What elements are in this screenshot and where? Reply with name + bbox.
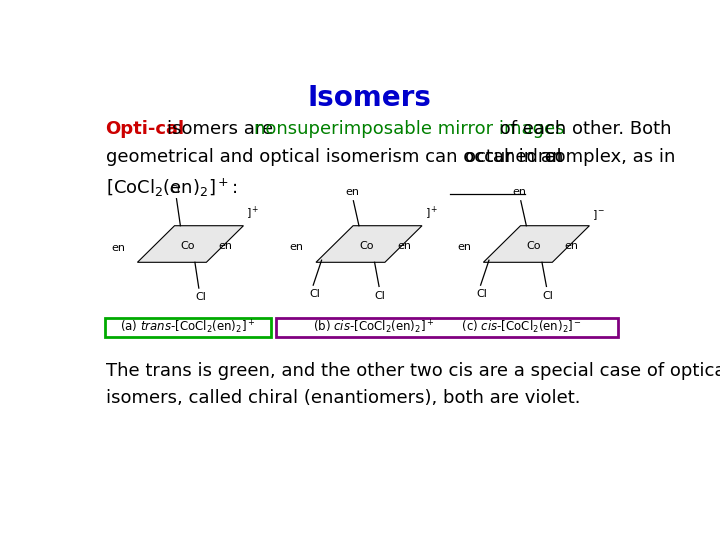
FancyBboxPatch shape [276,319,618,337]
Text: en: en [289,241,304,252]
Text: en: en [397,241,411,251]
Text: Opti-cal: Opti-cal [106,120,185,138]
Text: en: en [513,187,526,198]
Text: en: en [346,187,359,198]
Text: Co: Co [359,241,374,251]
Text: en: en [457,241,471,252]
Text: ]$^-$: ]$^-$ [593,208,606,221]
Polygon shape [316,226,422,262]
Text: en: en [564,241,579,251]
Text: Cl: Cl [195,292,206,302]
Text: Cl: Cl [309,289,320,299]
Text: complex, as in: complex, as in [539,148,676,166]
Text: of each other. Both: of each other. Both [495,120,672,138]
Text: Cl: Cl [169,185,180,194]
Text: Co: Co [181,241,195,251]
Text: isomers, called chiral (enantiomers), both are violet.: isomers, called chiral (enantiomers), bo… [106,389,580,407]
Text: Isomers: Isomers [307,84,431,112]
FancyBboxPatch shape [104,319,271,337]
Text: The trans is green, and the other two cis are a special case of optical: The trans is green, and the other two ci… [106,362,720,380]
Text: ]$^+$: ]$^+$ [425,205,438,221]
Text: (b) $\it{cis}$-[CoCl$_2$(en)$_2$]$^+$       (c) $\it{cis}$-[CoCl$_2$(en)$_2$]$^-: (b) $\it{cis}$-[CoCl$_2$(en)$_2$]$^+$ (c… [312,319,582,336]
Polygon shape [483,226,590,262]
Text: isomers are: isomers are [167,120,279,138]
Text: octahedral: octahedral [464,148,561,166]
Text: (a) $\it{trans}$-[CoCl$_2$(en)$_2$]$^+$: (a) $\it{trans}$-[CoCl$_2$(en)$_2$]$^+$ [120,319,256,336]
Text: Cl: Cl [476,289,487,299]
Text: nonsuperimposable mirror images: nonsuperimposable mirror images [253,120,564,138]
Text: [CoCl$_2$(en)$_2$]$^+$:: [CoCl$_2$(en)$_2$]$^+$: [106,176,237,199]
Text: Co: Co [526,241,541,251]
Text: Cl: Cl [542,291,553,301]
Polygon shape [138,226,243,262]
Text: geometrical and optical isomerism can occur in an: geometrical and optical isomerism can oc… [106,148,569,166]
Text: en: en [111,243,125,253]
Text: Cl: Cl [374,291,386,301]
Text: ]$^+$: ]$^+$ [246,205,260,221]
Text: en: en [219,241,233,251]
